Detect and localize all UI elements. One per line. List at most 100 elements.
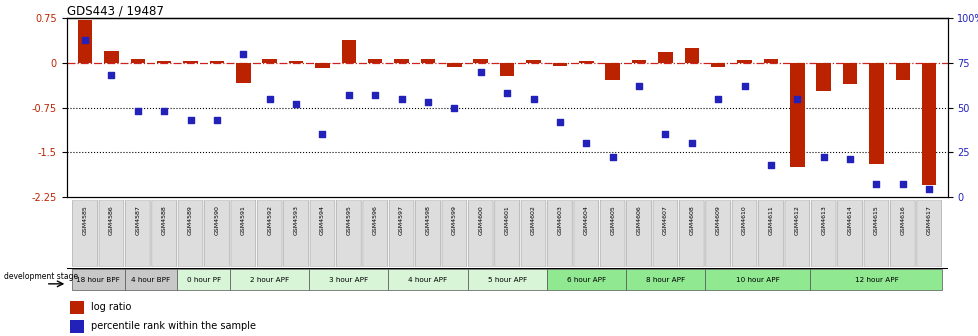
Text: 4 hour BPF: 4 hour BPF [131, 277, 170, 283]
Point [340, 92, 356, 98]
Text: GSM4587: GSM4587 [135, 205, 140, 235]
Point [446, 105, 462, 110]
Bar [289, 61, 303, 63]
Text: GSM4593: GSM4593 [293, 205, 298, 235]
Point [393, 96, 409, 101]
Bar [236, 63, 250, 83]
Point [261, 96, 277, 101]
Bar [552, 63, 566, 66]
Text: GSM4591: GSM4591 [241, 205, 245, 235]
Bar [578, 61, 593, 63]
Point [420, 99, 435, 105]
Text: GSM4597: GSM4597 [399, 205, 404, 235]
Point [815, 155, 830, 160]
Point [736, 83, 752, 89]
FancyBboxPatch shape [257, 200, 282, 267]
Text: 12 hour APF: 12 hour APF [854, 277, 898, 283]
Point [684, 140, 699, 146]
Bar [684, 48, 698, 63]
Text: GSM4607: GSM4607 [662, 205, 667, 235]
Point [657, 132, 673, 137]
Text: 5 hour APF: 5 hour APF [487, 277, 526, 283]
Text: GSM4586: GSM4586 [109, 205, 113, 235]
Point [499, 91, 514, 96]
Text: GSM4611: GSM4611 [768, 205, 773, 235]
Bar [124, 269, 177, 290]
Text: GDS443 / 19487: GDS443 / 19487 [67, 4, 163, 17]
Text: GSM4602: GSM4602 [530, 205, 535, 235]
Point [578, 140, 594, 146]
Bar [816, 63, 830, 91]
Bar [704, 269, 810, 290]
Text: GSM4601: GSM4601 [504, 205, 510, 235]
Text: GSM4589: GSM4589 [188, 205, 193, 235]
FancyBboxPatch shape [811, 200, 835, 267]
Bar [177, 269, 230, 290]
Bar [500, 63, 513, 76]
Text: GSM4613: GSM4613 [821, 205, 825, 235]
FancyBboxPatch shape [890, 200, 914, 267]
Text: GSM4588: GSM4588 [161, 205, 166, 235]
Text: GSM4595: GSM4595 [346, 205, 351, 235]
FancyBboxPatch shape [99, 200, 123, 267]
Point [894, 181, 910, 187]
FancyBboxPatch shape [467, 200, 493, 267]
Bar [309, 269, 388, 290]
Point [788, 96, 804, 101]
Bar [473, 59, 487, 63]
Text: GSM4612: GSM4612 [794, 205, 799, 235]
FancyBboxPatch shape [441, 200, 467, 267]
Bar [230, 269, 309, 290]
Text: log ratio: log ratio [91, 302, 131, 312]
Point [288, 101, 303, 107]
Bar [156, 60, 171, 63]
Point [130, 109, 146, 114]
Point [236, 51, 251, 57]
Point [552, 119, 567, 124]
Bar [209, 61, 224, 63]
Point [762, 162, 778, 167]
FancyBboxPatch shape [679, 200, 703, 267]
Bar [842, 63, 857, 84]
FancyBboxPatch shape [152, 200, 176, 267]
Bar [70, 320, 84, 333]
Bar [895, 63, 910, 80]
Point [209, 117, 225, 123]
Text: GSM4590: GSM4590 [214, 205, 219, 235]
Text: GSM4604: GSM4604 [583, 205, 588, 235]
Bar [631, 60, 645, 63]
Bar [394, 59, 409, 63]
Point [314, 132, 330, 137]
Text: 18 hour BPF: 18 hour BPF [76, 277, 120, 283]
Bar [447, 63, 462, 67]
Bar [546, 269, 625, 290]
Text: GSM4592: GSM4592 [267, 205, 272, 235]
Bar [104, 51, 118, 63]
FancyBboxPatch shape [284, 200, 308, 267]
Bar [810, 269, 942, 290]
FancyBboxPatch shape [600, 200, 624, 267]
Bar [388, 269, 467, 290]
Bar [421, 59, 435, 63]
Bar [70, 301, 84, 314]
Point [920, 187, 936, 192]
Point [841, 157, 857, 162]
Text: 6 hour APF: 6 hour APF [566, 277, 605, 283]
Bar [625, 269, 704, 290]
FancyBboxPatch shape [626, 200, 650, 267]
Bar [710, 63, 725, 67]
FancyBboxPatch shape [915, 200, 941, 267]
Point [104, 73, 119, 78]
Text: GSM4598: GSM4598 [425, 205, 430, 235]
Bar [789, 63, 804, 167]
FancyBboxPatch shape [310, 200, 334, 267]
FancyBboxPatch shape [705, 200, 730, 267]
FancyBboxPatch shape [784, 200, 809, 267]
FancyBboxPatch shape [178, 200, 202, 267]
Text: GSM4608: GSM4608 [689, 205, 693, 235]
FancyBboxPatch shape [125, 200, 150, 267]
Bar [262, 59, 277, 63]
Bar [526, 60, 540, 63]
Text: GSM4614: GSM4614 [847, 205, 852, 235]
Bar [315, 63, 330, 68]
